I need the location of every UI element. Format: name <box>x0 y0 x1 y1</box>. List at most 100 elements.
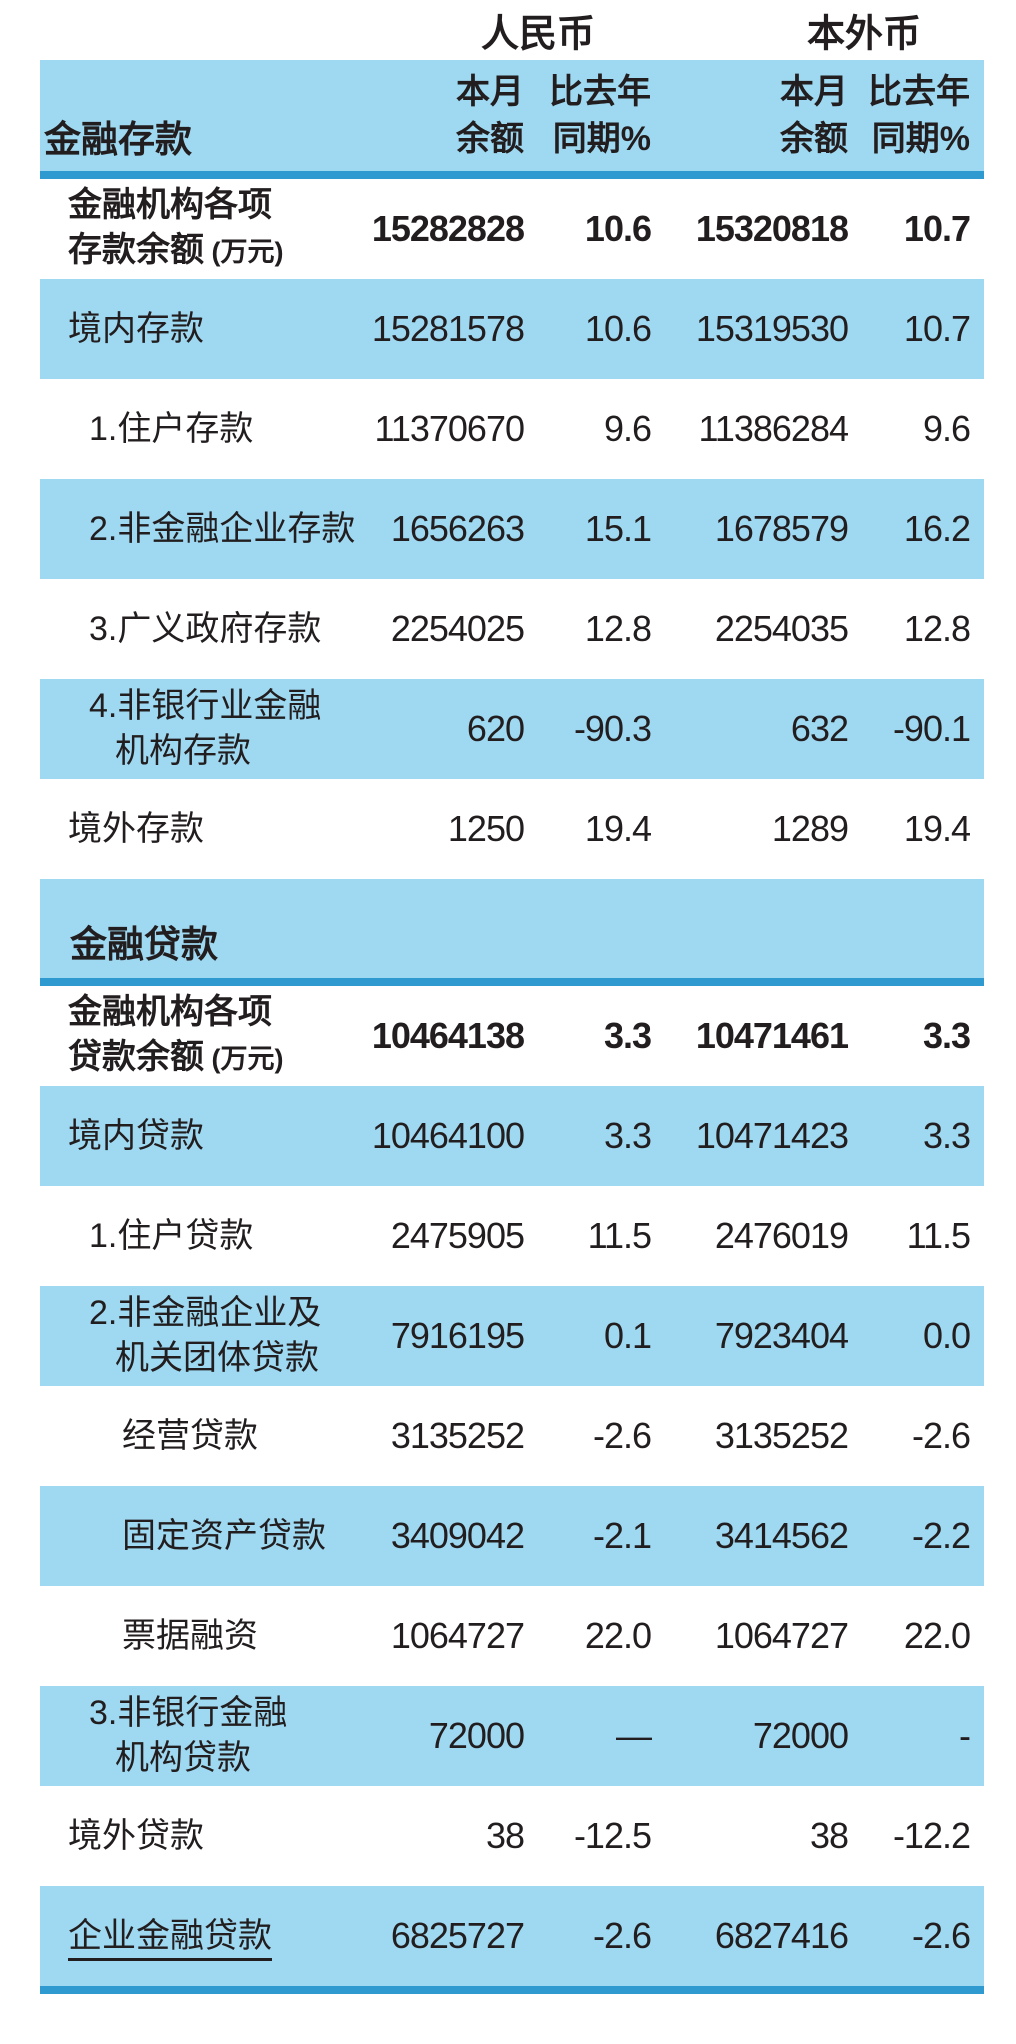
row-label: 企业金融贷款 <box>40 1914 350 1961</box>
row-label: 票据融资 <box>122 1616 258 1655</box>
cell-value: 3.3 <box>922 1015 971 1056</box>
cell-value: 11386284 <box>698 408 850 449</box>
col-header-all-balance: 本月 余额 <box>780 73 848 158</box>
cell-value: 3414562 <box>714 1515 849 1556</box>
table-row: 2.非金融企业及 机关团体贷款 7916195 0.1 7923404 0.0 <box>40 1286 984 1386</box>
cell-value: 72000 <box>752 1715 849 1756</box>
cell-value: 3409042 <box>390 1515 525 1556</box>
unit-suffix: (万元) <box>204 237 284 267</box>
col-header-rmb-yoy: 比去年 同期% <box>549 73 651 158</box>
cell-value: 1656263 <box>390 508 525 549</box>
cell-value: 10.7 <box>903 208 971 249</box>
row-label: 3.广义政府存款 <box>89 609 322 648</box>
row-label: 境外贷款 <box>68 1816 204 1855</box>
cell-value: -12.5 <box>573 1815 652 1856</box>
cell-value: 16.2 <box>903 508 971 549</box>
row-label: 2.非金融企业及 机关团体贷款 <box>89 1294 322 1377</box>
section-title-loans: 金融贷款 <box>70 924 218 965</box>
row-label: 1.住户贷款 <box>89 1216 254 1255</box>
row-label: 4.非银行业金融 机构存款 <box>89 687 322 770</box>
cell-value: 0.0 <box>922 1315 971 1356</box>
cell-value: 12.8 <box>584 608 652 649</box>
cell-value: 0.1 <box>603 1315 652 1356</box>
cell-value: -2.6 <box>911 1415 971 1456</box>
cell-value: 38 <box>485 1815 525 1856</box>
cell-value: 10.6 <box>584 308 652 349</box>
row-label: 境外存款 <box>68 809 204 848</box>
section-title-deposits: 金融存款 <box>44 119 192 160</box>
cell-value: 15320818 <box>695 208 849 249</box>
cell-value: 7923404 <box>714 1315 849 1356</box>
cell-value: -2.6 <box>592 1915 652 1956</box>
cell-value: 1289 <box>771 808 849 849</box>
table-row: 1.住户存款 11370670 9.6 11386284 9.6 <box>40 379 984 479</box>
row-label: 境内贷款 <box>68 1116 204 1155</box>
table-row: 固定资产贷款 3409042 -2.1 3414562 -2.2 <box>40 1486 984 1586</box>
cell-value: 632 <box>790 708 849 749</box>
currency-group-header: 人民币 本外币 <box>0 0 1016 60</box>
cell-value: 15.1 <box>584 508 652 549</box>
unit-suffix: (万元) <box>204 1044 284 1074</box>
cell-value: 10464100 <box>371 1115 525 1156</box>
cell-value: 38 <box>809 1815 849 1856</box>
table-row: 金融机构各项 贷款余额 (万元) 10464138 3.3 10471461 3.3 <box>40 986 984 1086</box>
row-label: 金融机构各项 贷款余额 (万元) <box>68 993 284 1076</box>
cell-value: 10471461 <box>695 1015 849 1056</box>
cell-value: — <box>616 1715 652 1756</box>
table-row: 企业金融贷款 6825727 -2.6 6827416 -2.6 <box>40 1886 984 1994</box>
table-row: 4.非银行业金融 机构存款 620 -90.3 632 -90.1 <box>40 679 984 779</box>
cell-value: 3.3 <box>922 1115 971 1156</box>
cell-value: 2476019 <box>714 1215 849 1256</box>
cell-value: -12.2 <box>892 1815 971 1856</box>
cell-value: 12.8 <box>903 608 971 649</box>
deposit-rows: 金融机构各项 存款余额 (万元) 15282828 10.6 15320818 10.7 境… <box>40 179 984 879</box>
cell-value: - <box>959 1715 971 1756</box>
table-row: 金融机构各项 存款余额 (万元) 15282828 10.6 15320818 10.7 <box>40 179 984 279</box>
cell-value: 620 <box>466 708 525 749</box>
row-label: 经营贷款 <box>122 1416 258 1455</box>
finance-table: 金融存款 本月 余额 比去年 同期% 本月 余额 比去年 同期% 金融机构各项存… <box>40 60 984 1994</box>
table-row: 境外存款 1250 19.4 1289 19.4 <box>40 779 984 879</box>
cell-value: 72000 <box>428 1715 525 1756</box>
cell-value: 10.7 <box>903 308 971 349</box>
cell-value: 2254035 <box>714 608 849 649</box>
cell-value: 19.4 <box>584 808 652 849</box>
row-label: 2.非金融企业存款 <box>89 509 356 548</box>
cell-value: 10464138 <box>371 1015 525 1056</box>
cell-value: 10471423 <box>695 1115 849 1156</box>
cell-value: 11.5 <box>587 1215 652 1256</box>
cell-value: 6827416 <box>714 1915 849 1956</box>
cell-value: 10.6 <box>584 208 652 249</box>
loan-rows: 金融机构各项 贷款余额 (万元) 10464138 3.3 10471461 3.3 境内贷… <box>40 986 984 1994</box>
cell-value: -2.1 <box>592 1515 652 1556</box>
row-label: 境内存款 <box>68 309 204 348</box>
table-row: 2.非金融企业存款 1656263 15.1 1678579 16.2 <box>40 479 984 579</box>
cell-value: 15319530 <box>695 308 849 349</box>
cell-value: 2475905 <box>390 1215 525 1256</box>
cell-value: 1250 <box>447 808 525 849</box>
cell-value: 9.6 <box>603 408 652 449</box>
col-header-all-yoy: 比去年 同期% <box>868 73 970 158</box>
cell-value: 7916195 <box>390 1315 525 1356</box>
cell-value: 11.5 <box>906 1215 971 1256</box>
table-row: 境内存款 15281578 10.6 15319530 10.7 <box>40 279 984 379</box>
row-label: 1.住户存款 <box>89 409 254 448</box>
row-label: 金融机构各项 存款余额 (万元) <box>68 186 284 269</box>
section-header-loans: 金融贷款 <box>40 879 984 986</box>
table-row: 1.住户贷款 2475905 11.5 2476019 11.5 <box>40 1186 984 1286</box>
cell-value: 15282828 <box>371 208 525 249</box>
cell-value: 15281578 <box>371 308 525 349</box>
cell-value: -2.2 <box>911 1515 971 1556</box>
cell-value: 1064727 <box>714 1615 849 1656</box>
cell-value: 1678579 <box>714 508 849 549</box>
cell-value: -2.6 <box>592 1415 652 1456</box>
cell-value: 11370670 <box>374 408 526 449</box>
table-row: 票据融资 1064727 22.0 1064727 22.0 <box>40 1586 984 1686</box>
cell-value: 9.6 <box>922 408 971 449</box>
currency-group-rmb: 人民币 <box>480 13 596 56</box>
cell-value: 22.0 <box>903 1615 971 1656</box>
table-row: 3.广义政府存款 2254025 12.8 2254035 12.8 <box>40 579 984 679</box>
cell-value: -2.6 <box>911 1915 971 1956</box>
table-header-row: 金融存款 本月 余额 比去年 同期% 本月 余额 比去年 同期% <box>40 60 984 179</box>
cell-value: 22.0 <box>584 1615 652 1656</box>
